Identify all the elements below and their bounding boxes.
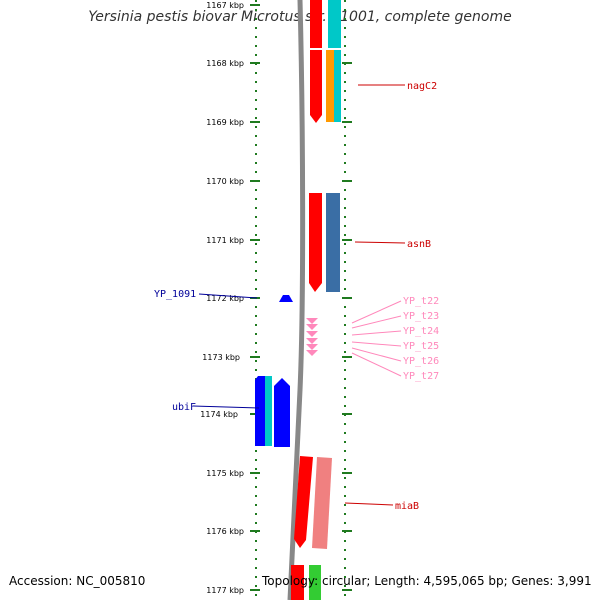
trna-chevron bbox=[306, 338, 318, 344]
cds-group-ubif bbox=[255, 376, 290, 447]
cds-feature-cyan bbox=[265, 376, 272, 446]
kbp-ticks: 1167 kbp 1168 kbp 1169 kbp 1170 kbp 1171… bbox=[200, 1, 352, 595]
kbp-label: 1175 kbp bbox=[206, 469, 244, 478]
trna-label: YP_t23 bbox=[403, 311, 439, 322]
gene-label-nagc2: nagC2 bbox=[407, 81, 437, 92]
cds-feature bbox=[291, 565, 304, 600]
gene-label-miab: miaB bbox=[395, 501, 419, 512]
cds-group-miab bbox=[294, 456, 332, 549]
kbp-label: 1173 kbp bbox=[202, 353, 240, 362]
kbp-label: 1167 kbp bbox=[206, 1, 244, 10]
cds-feature-green bbox=[309, 565, 321, 600]
cds-arrow-red bbox=[309, 193, 322, 292]
kbp-label: 1177 kbp bbox=[206, 586, 244, 595]
kbp-label: 1176 kbp bbox=[206, 527, 244, 536]
ubif-connector bbox=[192, 405, 260, 409]
cds-feature-lightred bbox=[312, 457, 332, 549]
trna-label: YP_t26 bbox=[403, 356, 439, 367]
kbp-label: 1172 kbp bbox=[206, 294, 244, 303]
miab-connector bbox=[344, 502, 394, 506]
trna-connector bbox=[351, 300, 402, 324]
trna-cluster bbox=[306, 318, 318, 356]
trna-connector bbox=[351, 347, 402, 362]
cds-feature-steelblue bbox=[326, 193, 340, 292]
trna-label: YP_t22 bbox=[403, 296, 439, 307]
trna-connector bbox=[351, 330, 402, 336]
kbp-label: 1169 kbp bbox=[206, 118, 244, 127]
cds-group-top bbox=[310, 0, 341, 123]
trna-chevron bbox=[306, 350, 318, 356]
gene-label-ubif: ubiF bbox=[172, 402, 196, 413]
trna-chevron bbox=[306, 344, 318, 350]
kbp-label: 1174 kbp bbox=[200, 410, 238, 419]
yp1091-feature bbox=[279, 295, 293, 302]
cds-arrow-red bbox=[294, 456, 313, 548]
cds-feature bbox=[310, 0, 322, 48]
trna-chevron bbox=[306, 318, 318, 324]
cds-group-asnb bbox=[309, 193, 340, 292]
kbp-label: 1171 kbp bbox=[206, 236, 244, 245]
trna-connector bbox=[351, 352, 402, 377]
accession-info: Accession: NC_005810 bbox=[9, 574, 146, 588]
cds-arrow-blue bbox=[255, 376, 265, 446]
trna-connector bbox=[351, 315, 402, 329]
trna-label: YP_t27 bbox=[403, 371, 439, 382]
kbp-label: 1170 kbp bbox=[206, 177, 244, 186]
cds-arrow-blue bbox=[274, 378, 290, 447]
cds-feature-orange bbox=[326, 50, 334, 122]
cds-arrow-red bbox=[310, 50, 322, 123]
asnb-connector bbox=[354, 241, 406, 244]
cds-group-bottom bbox=[291, 565, 321, 600]
yp1091-connector bbox=[198, 293, 258, 299]
trna-chevron bbox=[306, 331, 318, 337]
cds-feature-cyan bbox=[334, 50, 341, 122]
gene-label-asnb: asnB bbox=[407, 239, 431, 250]
cds-feature-cyan bbox=[328, 0, 341, 48]
trna-label: YP_t24 bbox=[403, 326, 439, 337]
trna-chevron bbox=[306, 324, 318, 330]
topology-info: Topology: circular; Length: 4,595,065 bp… bbox=[262, 574, 592, 588]
trna-connector bbox=[351, 341, 402, 347]
gene-label-yp1091: YP_1091 bbox=[154, 289, 196, 300]
kbp-label: 1168 kbp bbox=[206, 59, 244, 68]
trna-label: YP_t25 bbox=[403, 341, 439, 352]
genome-backbone bbox=[287, 0, 306, 600]
